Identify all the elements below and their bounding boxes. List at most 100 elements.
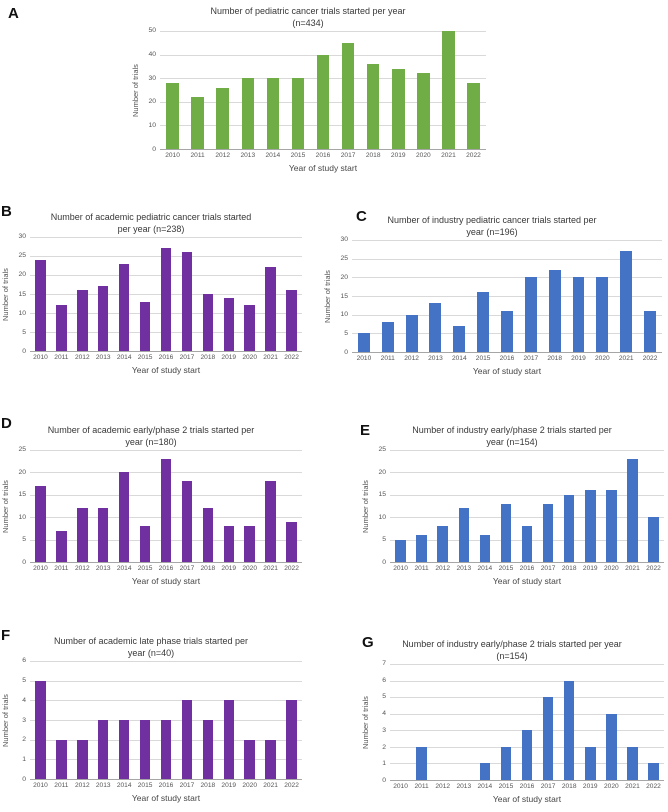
chart-title-line1: Number of industry early/phase 2 trials … (412, 425, 612, 435)
gridline (160, 31, 486, 32)
bar-slot-2017 (176, 661, 197, 779)
x-tick-label: 2012 (74, 354, 90, 361)
x-tick-label: 2020 (242, 782, 258, 789)
bar-slot-2014 (114, 237, 135, 351)
x-tick-label: 2022 (284, 565, 299, 572)
bar-slot-2018 (197, 450, 218, 562)
x-tick-label: 2015 (498, 783, 514, 790)
bar-2011 (416, 746, 427, 780)
x-tick-label: 2010 (33, 782, 48, 789)
bar-slot-2021 (622, 664, 643, 780)
bar-2021 (265, 267, 276, 351)
panel-letter-d: D (1, 415, 12, 432)
bar-2011 (416, 535, 427, 562)
bar-slot-2022 (281, 237, 302, 351)
x-tick-label: 2010 (33, 354, 48, 361)
bar-slot-2012 (72, 450, 93, 562)
bar-2022 (648, 763, 659, 780)
bars-group (30, 661, 302, 779)
bar-slot-2017 (538, 450, 559, 562)
bar-slot-2016 (156, 450, 177, 562)
x-tick-label: 2015 (137, 354, 153, 361)
x-tick-label: 2014 (265, 152, 281, 159)
bar-2011 (191, 97, 204, 149)
y-tick-label: 2 (22, 736, 26, 744)
gridline (352, 240, 662, 241)
chart-title-line1: Number of industry early/phase 2 trials … (402, 639, 622, 649)
x-tick-label: 2018 (561, 783, 577, 790)
y-tick-label: 5 (382, 536, 386, 544)
bar-2013 (98, 720, 109, 779)
bar-2014 (453, 325, 466, 352)
x-axis: 2010 2011 2012 2013 2014 2015 2016 2017 2018 2019… (160, 150, 486, 161)
bar-2019 (223, 526, 234, 562)
panel-letter-a: A (8, 5, 19, 22)
x-tick-label: 2018 (200, 782, 216, 789)
y-tick-label: 1 (382, 760, 386, 768)
panel-e: Number of industry early/phase 2 trials … (360, 423, 664, 587)
plot-area (352, 240, 662, 353)
y-tick-label: 5 (22, 328, 26, 336)
bar-2022 (648, 517, 659, 562)
y-tick-label: 50 (148, 27, 156, 34)
bar-slot-2021 (260, 237, 281, 351)
y-axis: 0 5 10 15 20 25 (371, 446, 390, 566)
bar-slot-2018 (559, 664, 580, 780)
bar-slot-2020 (601, 450, 622, 562)
y-tick-label: 40 (148, 50, 156, 58)
bar-slot-2011 (376, 240, 400, 352)
x-tick-label: 2020 (603, 565, 619, 572)
x-tick-label: 2015 (498, 565, 514, 572)
bar-slot-2017 (176, 450, 197, 562)
bar-2018 (563, 680, 575, 780)
bar-slot-2014 (447, 240, 471, 352)
bar-slot-2019 (218, 661, 239, 779)
y-axis-title: Number of trials (1, 268, 10, 321)
bar-slot-2012 (72, 237, 93, 351)
x-tick-label: 2011 (380, 355, 395, 362)
bar-slot-2015 (135, 450, 156, 562)
x-tick-label: 2011 (54, 782, 69, 789)
bar-2014 (479, 535, 491, 562)
bar-2015 (477, 292, 490, 352)
bar-2010 (35, 485, 46, 562)
bar-slot-2010 (30, 661, 51, 779)
bar-2018 (202, 294, 214, 351)
bar-slot-2021 (614, 240, 638, 352)
x-tick-label: 2020 (242, 354, 258, 361)
y-tick-label: 3 (382, 726, 386, 734)
y-tick-label: 7 (382, 660, 386, 667)
plot-area (390, 450, 664, 563)
y-tick-label: 15 (18, 491, 26, 499)
x-tick-label: 2014 (116, 782, 132, 789)
bar-slot-2011 (51, 661, 72, 779)
bar-2019 (223, 297, 234, 351)
x-tick-label: 2011 (414, 565, 429, 572)
x-tick-label: 2010 (165, 152, 180, 159)
x-tick-label: 2022 (284, 782, 299, 789)
y-tick-label: 15 (18, 290, 26, 298)
bar-slot-2013 (453, 664, 474, 780)
bar-slot-2019 (580, 450, 601, 562)
bar-slot-2019 (580, 664, 601, 780)
y-tick-label: 6 (382, 676, 386, 684)
bar-2020 (417, 73, 430, 149)
bar-slot-2022 (281, 661, 302, 779)
y-tick-label: 20 (148, 98, 156, 106)
bar-slot-2012 (210, 31, 235, 149)
y-tick-label: 0 (344, 349, 348, 356)
bar-2014 (266, 78, 280, 149)
bars-group (390, 450, 664, 562)
bar-slot-2016 (516, 664, 537, 780)
x-tick-label: 2011 (190, 152, 205, 159)
y-tick-label: 25 (18, 252, 26, 260)
bar-2017 (181, 700, 193, 779)
y-axis-title: Number of trials (131, 64, 140, 117)
bar-2013 (98, 286, 109, 351)
bar-slot-2020 (590, 240, 614, 352)
plot-area (30, 450, 302, 563)
x-tick-label: 2019 (221, 354, 237, 361)
gridline (390, 472, 664, 474)
bar-2014 (118, 720, 130, 779)
x-tick-label: 2016 (519, 565, 535, 572)
